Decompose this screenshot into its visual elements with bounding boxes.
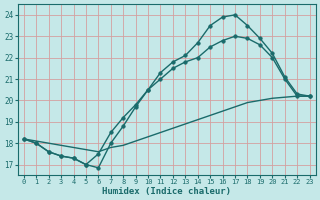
X-axis label: Humidex (Indice chaleur): Humidex (Indice chaleur)	[102, 187, 231, 196]
